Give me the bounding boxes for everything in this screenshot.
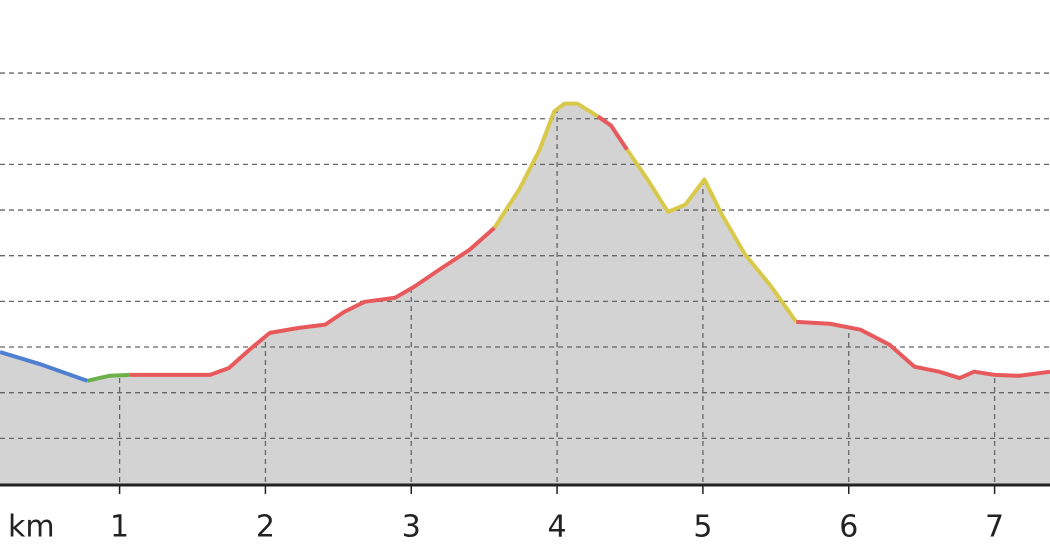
axis: 1 2 3 4 5 6 7 [0, 483, 1050, 545]
profile-line [796, 319, 1050, 381]
area [795, 321, 1050, 485]
lines [0, 101, 1050, 383]
x-tick-label: 4 [548, 510, 567, 545]
area [87, 374, 131, 485]
area [493, 103, 599, 485]
profile-line [0, 350, 89, 383]
horizontal-grid [0, 72, 1050, 439]
x-tick-label: 5 [693, 510, 712, 545]
areas [0, 103, 1050, 485]
x-tick-label: 3 [402, 510, 421, 545]
profile-line [625, 148, 798, 324]
profile-line [492, 101, 599, 229]
profile-line [596, 114, 629, 151]
profile-line [87, 372, 130, 383]
area [0, 351, 88, 485]
x-tick-label: 7 [985, 510, 1004, 545]
x-tick-label: 1 [110, 510, 129, 545]
area [626, 148, 797, 485]
x-unit-label: km [8, 510, 55, 545]
x-tick-label: 2 [256, 510, 275, 545]
area [129, 226, 495, 485]
profile-line [129, 226, 496, 377]
x-tick-label: 6 [839, 510, 858, 545]
area [597, 115, 628, 485]
